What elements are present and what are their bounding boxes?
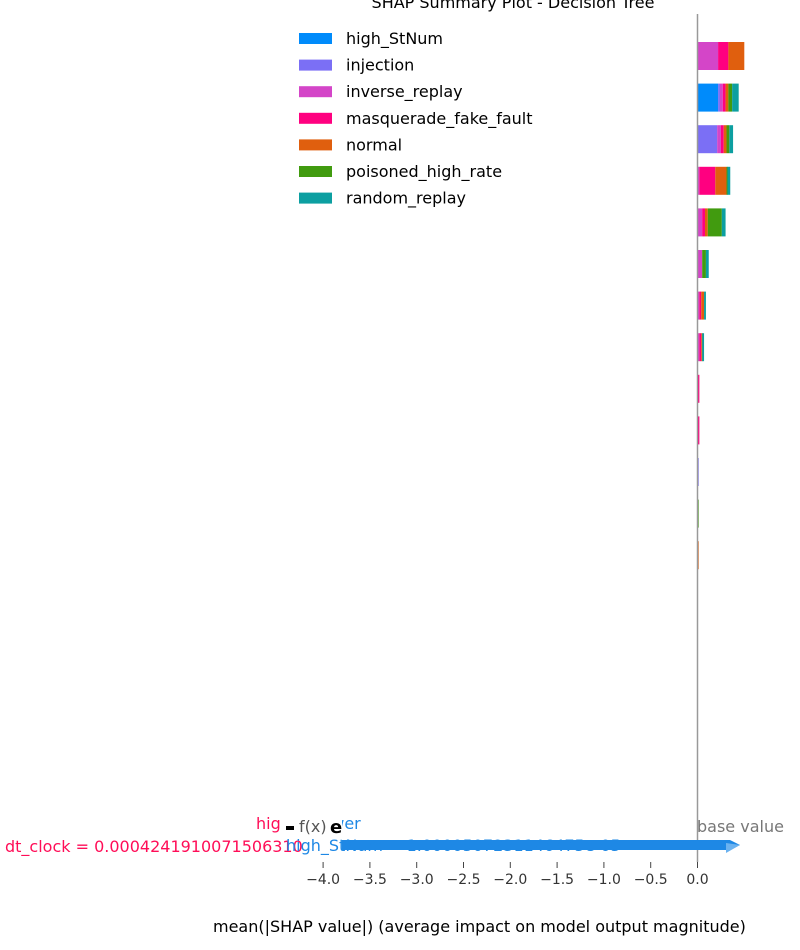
x-tick-label: −2.0 — [493, 872, 527, 888]
bar-row6-poisoned_high_rate — [702, 250, 706, 278]
bar-row2-normal — [725, 83, 729, 112]
legend-swatch-normal — [299, 139, 332, 151]
bar-row8-normal — [701, 333, 703, 362]
bar-row4-poisoned_high_rate — [726, 166, 728, 195]
legend-swatch-masquerade_fake_fault — [299, 112, 332, 124]
bar-row4-random_replay — [727, 166, 731, 195]
x-axis-label: mean(|SHAP value|) (average impact on mo… — [213, 917, 746, 936]
x-tick-label: −4.0 — [306, 872, 340, 888]
bar-row4-masquerade_fake_fault — [699, 166, 716, 195]
bar-row9-masquerade_fake_fault — [697, 374, 700, 403]
overlay-output-value: e — [330, 817, 342, 838]
x-tick-label: −1.5 — [540, 872, 574, 888]
overlay-fx-box — [282, 813, 342, 835]
x-tick-label: −2.5 — [447, 872, 481, 888]
bar-row2-poisoned_high_rate — [728, 83, 733, 112]
legend: high_StNum injection inverse_replaymasquer… — [299, 29, 533, 209]
legend-swatch-random_replay — [299, 192, 332, 204]
overlay-force-arrow-tip — [726, 843, 740, 853]
bar-row6-inverse_replay — [697, 250, 703, 278]
bar-row3-poisoned_high_rate — [726, 125, 730, 154]
overlay-base-value-label: base value — [697, 817, 784, 836]
chart-title: SHAP Summary Plot - Decision Tree — [372, 0, 655, 12]
bar-row4-inverse_replay — [697, 166, 700, 195]
bar-row10-masquerade_fake_fault — [697, 416, 700, 445]
bar-row3-injection — [697, 125, 718, 154]
bar-row5-normal — [704, 208, 708, 237]
legend-label-poisoned_high_rate: poisoned_high_rate — [346, 162, 502, 182]
x-tick-label: 0.0 — [686, 872, 708, 888]
overlay-feature-high-stnum: high_StNum = 1.0000507231146475e-05 — [286, 836, 621, 856]
bar-row7-normal — [701, 291, 705, 320]
bar-row3-masquerade_fake_fault — [720, 125, 724, 154]
bars-layer — [697, 42, 745, 570]
legend-swatch-inverse_replay — [299, 86, 332, 98]
force-plot-overlay: high lower f(x) e base value dt_clock = … — [5, 813, 784, 857]
x-tick-label: −3.0 — [400, 872, 434, 888]
bar-row6-random_replay — [705, 250, 709, 278]
bar-row7-random_replay — [704, 291, 706, 320]
legend-swatch-injection — [299, 59, 332, 71]
bar-row3-random_replay — [729, 125, 734, 154]
overlay-fx-label: f(x) — [299, 817, 327, 836]
bar-row1-inverse_replay — [697, 42, 719, 70]
bar-row8-masquerade_fake_fault — [699, 333, 702, 362]
legend-label-inverse_replay: inverse_replay — [346, 82, 463, 102]
bar-row5-poisoned_high_rate — [707, 208, 722, 237]
bar-row5-random_replay — [721, 208, 726, 237]
bar-row1-masquerade_fake_fault — [718, 42, 729, 70]
bar-row7-masquerade_fake_fault — [699, 291, 702, 320]
bar-row4-normal — [715, 166, 727, 195]
legend-label-normal: normal — [346, 135, 402, 154]
bar-row5-inverse_replay — [697, 208, 703, 237]
bar-row3-normal — [723, 125, 727, 154]
bar-row7-inverse_replay — [697, 291, 700, 320]
bar-row2-injection — [718, 83, 720, 112]
bar-row2-high_StNum — [697, 83, 719, 112]
legend-label-random_replay: random_replay — [346, 189, 466, 209]
bar-row2-random_replay — [732, 83, 739, 112]
x-tick-label: −0.5 — [634, 872, 668, 888]
bar-row2-masquerade_fake_fault — [722, 83, 726, 112]
bar-row1-normal — [728, 42, 745, 70]
bar-row5-masquerade_fake_fault — [702, 208, 705, 237]
overlay-force-arrow — [342, 840, 740, 850]
bar-row8-inverse_replay — [697, 333, 700, 362]
overlay-fx-marker — [286, 826, 294, 830]
legend-label-high_StNum: high_StNum — [346, 29, 443, 49]
legend-label-masquerade_fake_fault: masquerade_fake_fault — [346, 109, 533, 129]
bar-row2-inverse_replay — [719, 83, 723, 112]
legend-swatch-high_StNum — [299, 33, 332, 44]
legend-swatch-poisoned_high_rate — [299, 166, 332, 177]
bar-row8-random_replay — [702, 333, 705, 362]
x-axis: −4.0 −3.5 −3.0 −2.5 −2.0 −1.5 −1.0 −0.5 0.0 — [306, 862, 709, 888]
x-tick-label: −3.5 — [353, 872, 387, 888]
bar-row3-inverse_replay — [717, 125, 721, 154]
x-tick-label: −1.0 — [587, 872, 621, 888]
legend-label-injection: injection — [346, 56, 414, 75]
overlay-feature-dt-clock: dt_clock = 0.0004241910071506310 — [5, 837, 303, 857]
